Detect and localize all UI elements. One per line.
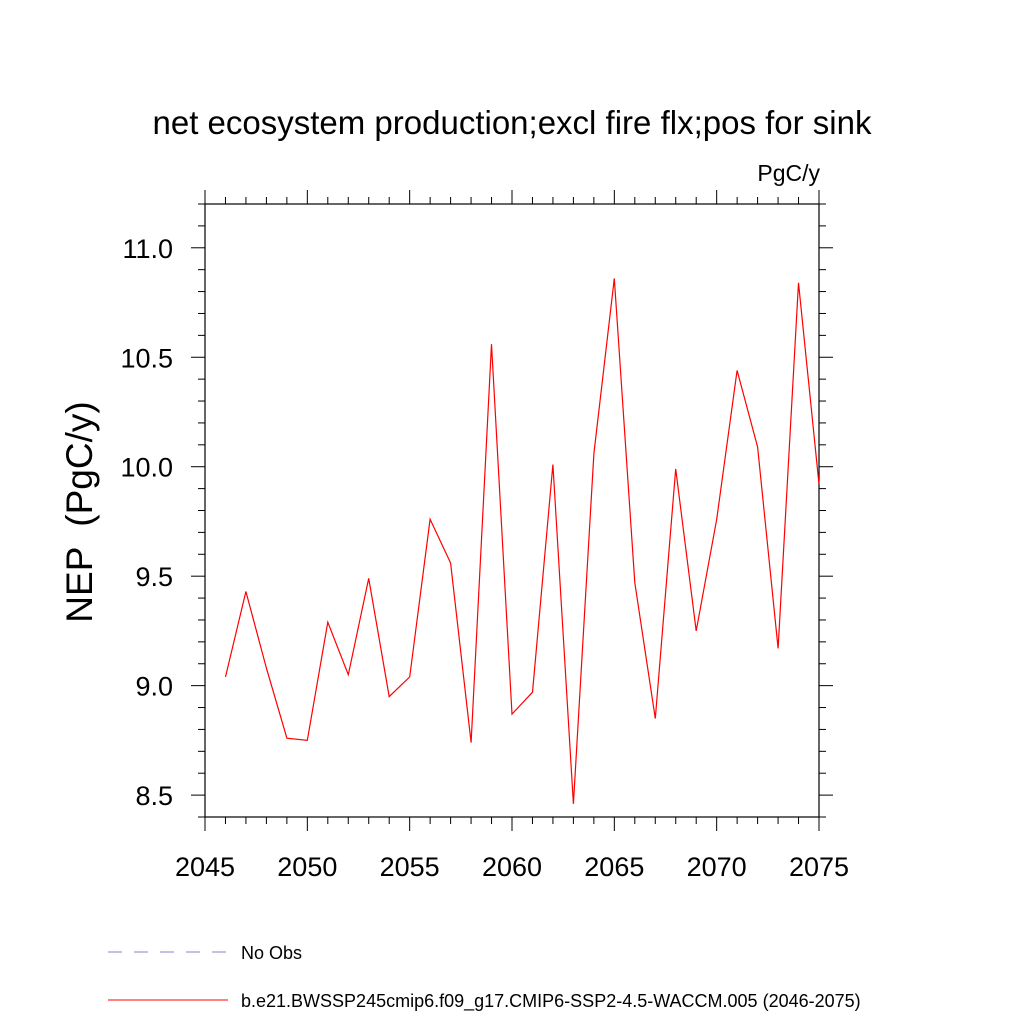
legend-label: b.e21.BWSSP245cmip6.f09_g17.CMIP6-SSP2-4… — [241, 991, 861, 1012]
x-tick-label: 2050 — [277, 852, 337, 882]
x-tick-label: 2045 — [175, 852, 235, 882]
y-tick-label: 9.5 — [135, 562, 173, 592]
x-tick-label: 2065 — [584, 852, 644, 882]
y-axis-label: NEP (PgC/y) — [59, 401, 100, 622]
x-tick-label: 2060 — [482, 852, 542, 882]
y-tick-label: 8.5 — [135, 781, 173, 811]
plot-frame — [204, 203, 820, 818]
x-tick-label: 2075 — [789, 852, 849, 882]
x-tick-label: 2070 — [687, 852, 747, 882]
chart-title: net ecosystem production;excl fire flx;p… — [153, 104, 872, 141]
units-label: PgC/y — [757, 160, 820, 186]
axis-ticks — [191, 190, 833, 831]
y-tick-label: 9.0 — [135, 672, 173, 702]
y-tick-label: 11.0 — [122, 234, 173, 264]
series-group — [224, 278, 820, 804]
x-tick-label: 2055 — [380, 852, 440, 882]
y-tick-label: 10.5 — [120, 343, 173, 373]
y-tick-label: 10.0 — [120, 453, 173, 483]
series-line — [224, 278, 820, 804]
legend-label: No Obs — [241, 943, 302, 963]
legend: No Obs b.e21.BWSSP245cmip6.f09_g17.CMIP6-… — [108, 943, 861, 1012]
tick-labels: 2045 2050 2055 2060 2065 2070 2075 8.5 9.0 9.5 10.… — [120, 234, 849, 882]
